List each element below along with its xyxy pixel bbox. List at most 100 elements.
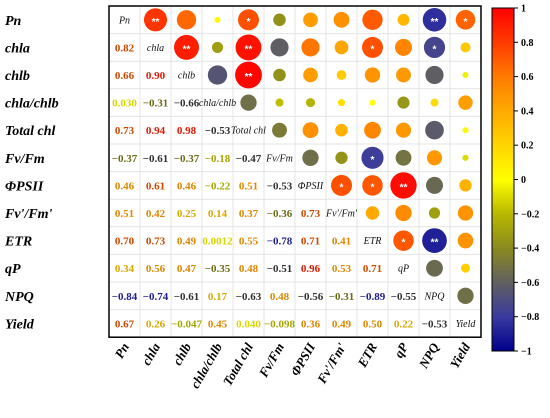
correlation-circle	[361, 146, 384, 169]
correlation-circle	[211, 41, 224, 53]
correlation-circle	[396, 67, 411, 83]
correlation-circle	[460, 263, 471, 273]
diagonal-label: Yield	[456, 319, 477, 330]
column-label: Total chl	[220, 340, 257, 388]
diagonal-label: Fv/Fm	[265, 153, 293, 164]
correlation-value: 0.49	[177, 236, 197, 248]
correlation-circle	[422, 228, 447, 253]
significance-mark: **	[400, 182, 408, 193]
colorbar-tick-label: 0.2	[521, 141, 534, 152]
significance-mark: *	[247, 17, 251, 28]
significance-mark: *	[371, 182, 375, 193]
correlation-circle	[425, 65, 444, 85]
correlation-value: 0.17	[208, 291, 228, 303]
row-label: Fv'/Fm'	[4, 207, 53, 222]
significance-mark: **	[431, 17, 439, 28]
correlation-value: 0.71	[363, 263, 382, 275]
correlation-circle	[238, 9, 259, 31]
correlation-value: 0.61	[146, 180, 165, 192]
correlation-value: −0.84	[112, 291, 138, 303]
correlation-value: −0.63	[236, 291, 262, 303]
correlation-value: −0.61	[143, 153, 169, 165]
correlation-circle	[390, 172, 417, 199]
correlation-circle	[459, 179, 472, 192]
correlation-circle	[303, 67, 318, 83]
diagonal-label: chlb	[178, 71, 195, 82]
colorbar-tick-label: −0.8	[521, 312, 539, 323]
correlation-circle	[362, 175, 383, 196]
correlation-circle	[426, 259, 443, 277]
correlation-value: −0.047	[171, 318, 203, 330]
significance-mark: **	[431, 238, 439, 249]
diagonal-label: chla	[147, 43, 164, 54]
grid-layer	[108, 5, 482, 338]
correlation-value: −0.31	[329, 291, 355, 303]
correlation-circle	[143, 8, 168, 32]
correlation-value: 0.41	[332, 236, 351, 248]
correlation-value: 0.14	[208, 208, 228, 220]
correlation-circle	[303, 12, 318, 28]
correlation-circle	[395, 204, 412, 222]
diagonal-label: NPQ	[424, 291, 446, 302]
correlation-value: −0.098	[264, 318, 296, 330]
colorbar: 1 0.8 0.6 0.4 0.2 0 −0.2 −0.4 −0.6 −0.8 −1	[491, 4, 539, 358]
row-label: Fv/Fm	[4, 152, 45, 167]
correlation-circle	[457, 205, 474, 221]
correlation-circle	[428, 207, 441, 219]
correlation-circle	[425, 176, 444, 194]
correlation-value: 0.37	[239, 208, 259, 220]
colorbar-tick-label: 0.8	[521, 38, 534, 49]
correlation-circle	[423, 36, 446, 59]
correlation-value: 0.73	[146, 236, 166, 248]
correlation-circle	[174, 34, 199, 60]
column-label: NPQ	[415, 340, 442, 372]
correlation-circle	[176, 10, 197, 30]
correlation-value: 0.48	[239, 263, 259, 275]
diagonal-label: qP	[398, 264, 409, 275]
correlation-value: 0.73	[301, 208, 321, 220]
correlation-value: −0.36	[267, 208, 293, 220]
correlation-value: −0.35	[205, 263, 231, 275]
correlation-circle	[336, 70, 347, 80]
cells-layer: Pn ** * ** *0.82 chla ** ** * *0.66 0.90 chlb **0.03…	[112, 8, 477, 330]
correlation-value: 0.26	[146, 318, 166, 330]
correlation-value: 0.51	[239, 180, 258, 192]
correlation-circle	[275, 98, 284, 107]
correlation-circle	[397, 96, 410, 109]
correlation-value: 0.030	[112, 98, 137, 110]
row-label: Pn	[5, 14, 22, 29]
diagonal-label: chla/chlb	[199, 98, 236, 109]
correlation-circle	[430, 98, 439, 107]
row-label: chlb	[5, 69, 30, 84]
significance-mark: *	[464, 17, 468, 28]
correlation-value: −0.53	[205, 125, 231, 137]
correlation-value: −0.37	[174, 153, 200, 165]
correlation-value: 0.040	[236, 318, 261, 330]
correlation-circle	[422, 8, 447, 32]
colorbar-gradient	[491, 7, 515, 352]
correlation-circle	[395, 149, 412, 166]
correlation-value: −0.89	[360, 291, 386, 303]
row-label: NPQ	[4, 290, 34, 305]
correlation-circle	[364, 121, 381, 139]
correlation-circle	[214, 16, 221, 23]
correlation-value: 0.70	[115, 236, 135, 248]
correlation-circle	[305, 98, 316, 108]
colorbar-tick-label: −0.6	[521, 278, 539, 289]
correlation-value: 0.90	[146, 70, 166, 82]
correlation-value: −0.53	[267, 180, 293, 192]
correlation-value: 0.82	[115, 42, 135, 54]
correlation-value: 0.49	[332, 318, 352, 330]
correlation-circle	[270, 38, 289, 57]
correlation-circle	[334, 40, 349, 55]
correlation-value: 0.0012	[202, 236, 233, 248]
correlation-circle	[462, 127, 469, 134]
correlation-circle	[362, 9, 383, 30]
correlation-circle	[333, 11, 350, 28]
correlation-value: 0.25	[177, 208, 197, 220]
correlation-value: −0.55	[391, 291, 417, 303]
colorbar-tick-label: 1	[521, 4, 526, 15]
row-label: chla	[5, 41, 30, 56]
significance-mark: **	[245, 72, 253, 83]
correlation-value: 0.50	[363, 318, 383, 330]
